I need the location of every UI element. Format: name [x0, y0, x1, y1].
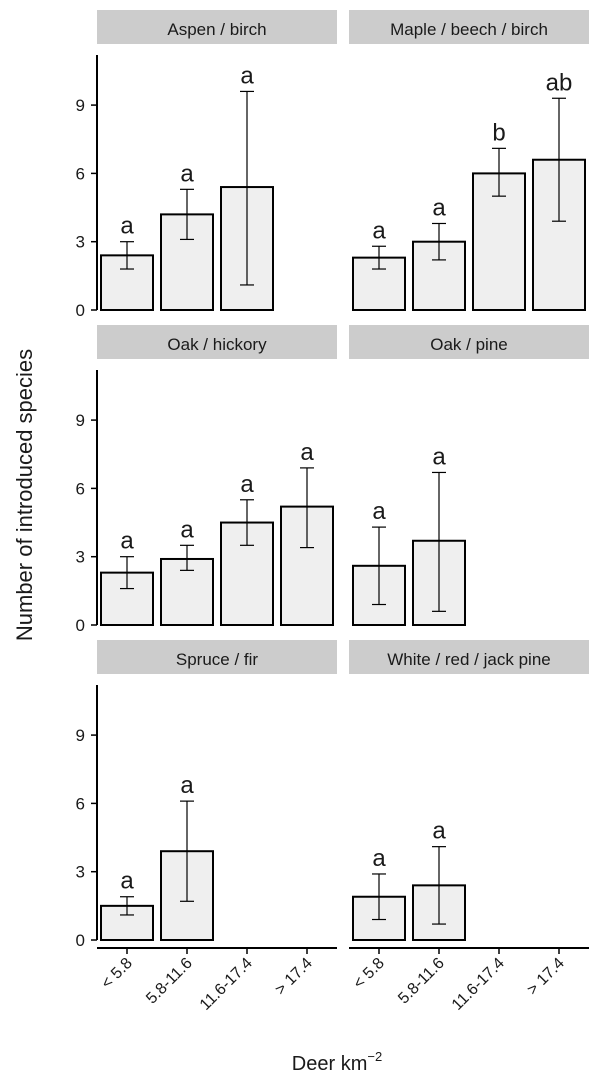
- significance-letter: a: [432, 443, 446, 470]
- panel-title: Maple / beech / birch: [390, 20, 548, 39]
- significance-letter: a: [372, 845, 386, 872]
- panel: Spruce / fir 0 3 6 9 < 5.8 5.8-11.6 11.6-17.4 > …: [76, 640, 337, 1014]
- x-tick-label: > 17.4: [524, 955, 568, 999]
- x-axis-title-superscript: −2: [367, 1049, 382, 1064]
- significance-letter: a: [432, 194, 446, 221]
- x-axis-title: Deer km−2: [292, 1049, 382, 1075]
- panels-layer: Aspen / birch 0 3 6 9 a a a Maple / beech / birc…: [76, 10, 589, 1014]
- panel-title: Oak / pine: [430, 335, 508, 354]
- significance-letter: a: [372, 217, 386, 244]
- panel-strip: [349, 10, 589, 44]
- y-tick-label: 9: [76, 726, 85, 745]
- x-tick-label: < 5.8: [350, 955, 388, 993]
- panel-strip: [349, 640, 589, 674]
- y-tick-label: 3: [76, 233, 85, 252]
- panel-strip: [97, 10, 337, 44]
- y-axis-title: Number of introduced species: [12, 349, 37, 641]
- y-tick-label: 3: [76, 548, 85, 567]
- y-tick-label: 3: [76, 863, 85, 882]
- bar: [352, 256, 406, 312]
- panel-title: Aspen / birch: [167, 20, 266, 39]
- x-tick-label: 11.6-17.4: [449, 955, 508, 1014]
- significance-letter: a: [180, 160, 194, 187]
- panel: White / red / jack pine < 5.8 5.8-11.6 11.6…: [349, 640, 589, 1014]
- significance-letter: a: [432, 818, 446, 845]
- panel-strip: [97, 325, 337, 359]
- x-tick-label: < 5.8: [98, 955, 136, 993]
- panel: Oak / hickory 0 3 6 9 a a a a: [76, 325, 337, 635]
- panel-strip: [349, 325, 589, 359]
- y-tick-label: 6: [76, 794, 85, 813]
- significance-letter: a: [120, 213, 134, 240]
- panel-title: White / red / jack pine: [387, 650, 550, 669]
- significance-letter: a: [300, 439, 314, 466]
- y-tick-label: 6: [76, 479, 85, 498]
- significance-letter: a: [180, 516, 194, 543]
- significance-letter: ab: [546, 69, 573, 96]
- significance-letter: a: [240, 471, 254, 498]
- y-tick-label: 6: [76, 164, 85, 183]
- x-tick-label: 11.6-17.4: [197, 955, 256, 1014]
- panel-title: Spruce / fir: [176, 650, 259, 669]
- y-tick-label: 0: [76, 616, 85, 635]
- x-axis-title-text: Deer km: [292, 1053, 368, 1075]
- bar: [412, 240, 466, 311]
- significance-letter: a: [120, 868, 134, 895]
- significance-letter: a: [180, 772, 194, 799]
- panel: Aspen / birch 0 3 6 9 a a a: [76, 10, 337, 320]
- x-tick-label: 5.8-11.6: [395, 955, 448, 1008]
- significance-letter: a: [372, 498, 386, 525]
- panel: Oak / pine a a: [349, 325, 589, 627]
- y-tick-label: 0: [76, 301, 85, 320]
- x-tick-label: 5.8-11.6: [143, 955, 196, 1008]
- y-tick-label: 0: [76, 931, 85, 950]
- y-tick-label: 9: [76, 96, 85, 115]
- panel-title: Oak / hickory: [167, 335, 267, 354]
- significance-letter: a: [240, 62, 254, 89]
- significance-letter: b: [492, 119, 505, 146]
- significance-letter: a: [120, 528, 134, 555]
- y-tick-label: 9: [76, 411, 85, 430]
- panel-strip: [97, 640, 337, 674]
- x-tick-label: > 17.4: [272, 955, 316, 999]
